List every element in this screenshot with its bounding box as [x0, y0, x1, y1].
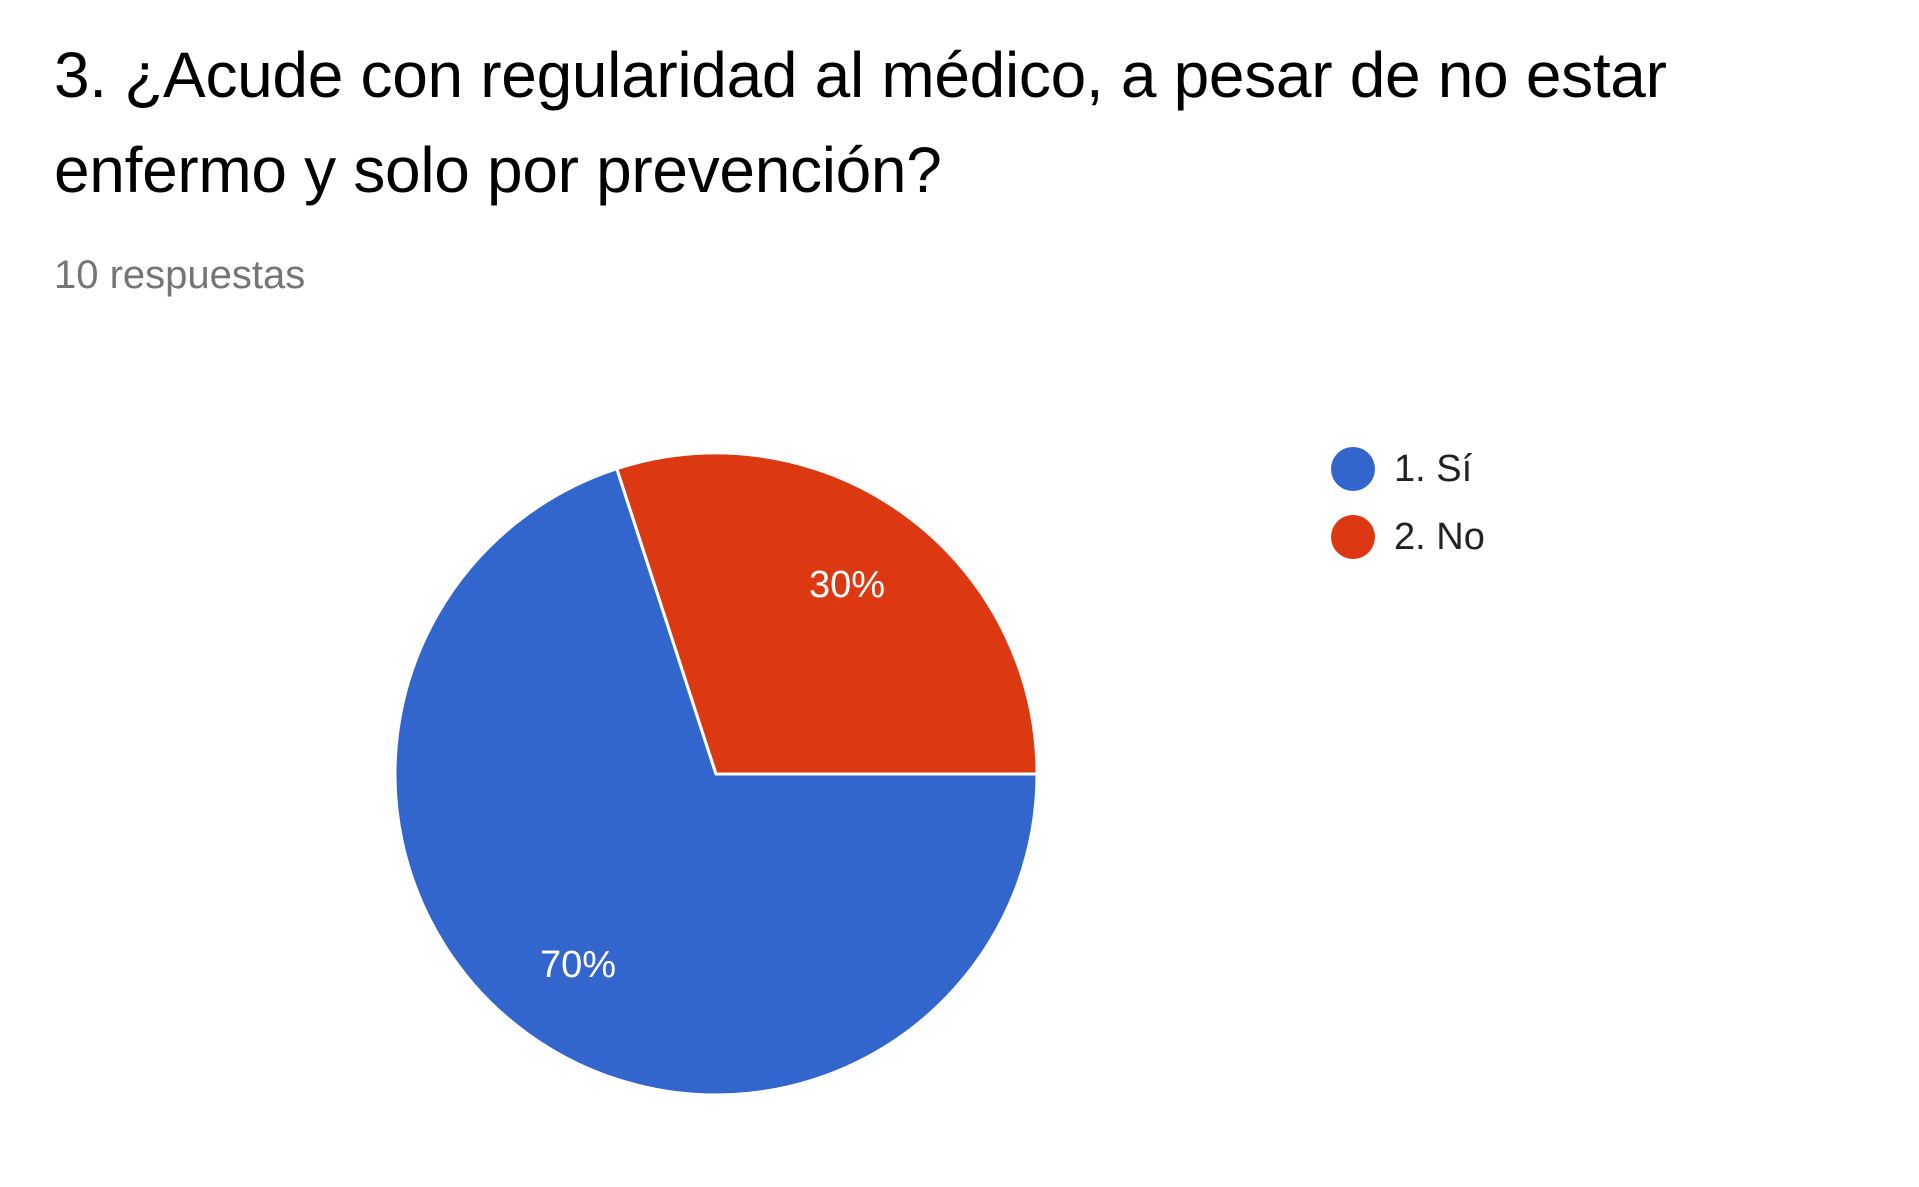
legend-label: 2. No: [1394, 516, 1485, 558]
legend-swatch-icon: [1331, 447, 1375, 491]
slice-label-si: 70%: [540, 944, 616, 986]
question-title: 3. ¿Acude con regularidad al médico, a p…: [54, 39, 1667, 206]
pie-slice-si[interactable]: [393, 467, 1039, 1097]
chart-legend: 1. Sí 2. No: [1331, 446, 1485, 582]
response-count: 10 respuestas: [54, 253, 306, 297]
slice-label-no: 30%: [809, 564, 885, 606]
pie-slice-no[interactable]: [615, 451, 1039, 776]
legend-swatch-icon: [1331, 515, 1375, 559]
legend-label: 1. Sí: [1394, 448, 1473, 490]
legend-item-no[interactable]: 2. No: [1331, 514, 1485, 560]
legend-item-si[interactable]: 1. Sí: [1331, 446, 1485, 492]
